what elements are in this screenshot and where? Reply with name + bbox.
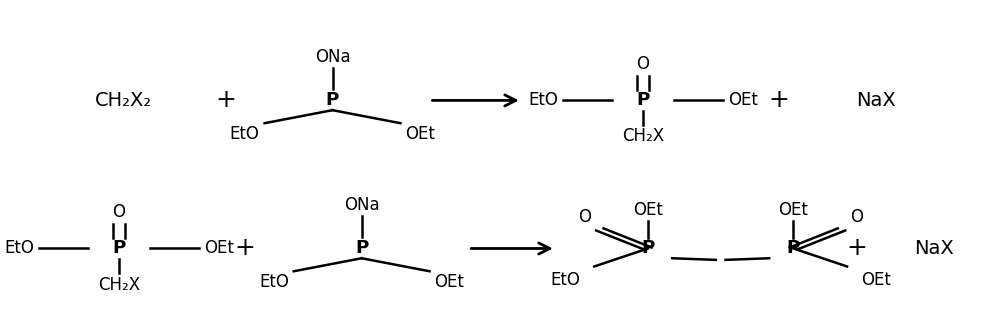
Text: +: + bbox=[215, 88, 236, 113]
Text: EtO: EtO bbox=[528, 91, 558, 110]
Text: P: P bbox=[112, 240, 126, 258]
Text: O: O bbox=[637, 55, 650, 73]
Text: P: P bbox=[355, 240, 368, 258]
Text: OEt: OEt bbox=[779, 201, 808, 219]
Text: O: O bbox=[850, 208, 863, 226]
Text: ONa: ONa bbox=[315, 48, 350, 66]
Text: EtO: EtO bbox=[230, 125, 260, 143]
Text: OEt: OEt bbox=[405, 125, 435, 143]
Text: ONa: ONa bbox=[344, 196, 379, 214]
Text: EtO: EtO bbox=[550, 271, 580, 289]
Text: CH₂X: CH₂X bbox=[98, 275, 140, 294]
Text: NaX: NaX bbox=[914, 239, 954, 258]
Text: OEt: OEt bbox=[204, 240, 234, 258]
Text: CH₂X₂: CH₂X₂ bbox=[95, 91, 153, 110]
Text: O: O bbox=[578, 208, 591, 226]
Text: OEt: OEt bbox=[434, 273, 464, 291]
Text: CH₂X: CH₂X bbox=[622, 127, 664, 145]
Text: NaX: NaX bbox=[856, 91, 896, 110]
Text: P: P bbox=[787, 240, 800, 258]
Text: EtO: EtO bbox=[259, 273, 289, 291]
Text: OEt: OEt bbox=[633, 201, 663, 219]
Text: OEt: OEt bbox=[728, 91, 758, 110]
Text: +: + bbox=[768, 88, 789, 113]
Text: OEt: OEt bbox=[861, 271, 891, 289]
Text: +: + bbox=[235, 236, 256, 260]
Text: P: P bbox=[326, 91, 339, 110]
Text: P: P bbox=[641, 240, 655, 258]
Text: EtO: EtO bbox=[4, 240, 34, 258]
Text: P: P bbox=[636, 91, 650, 110]
Text: O: O bbox=[113, 204, 126, 221]
Text: +: + bbox=[846, 236, 867, 260]
